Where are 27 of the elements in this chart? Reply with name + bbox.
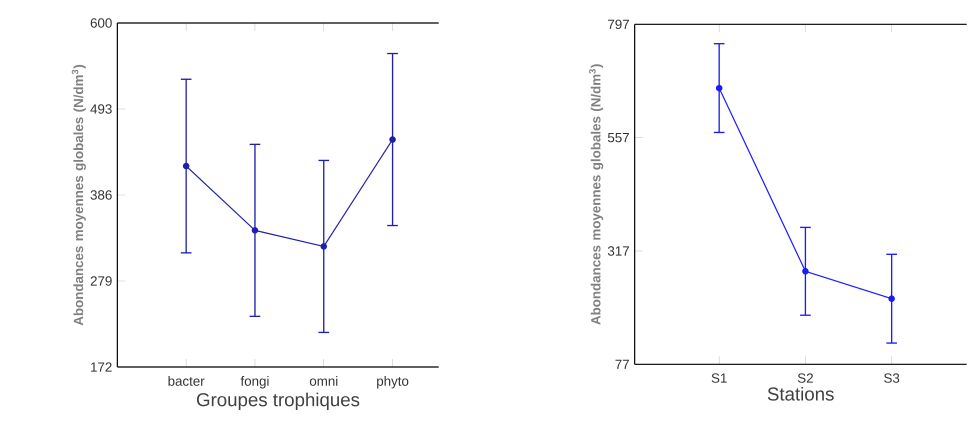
y-tick-label: 557 [608,133,629,142]
y-axis-title: Abondances moyennes globales (N/dm$^{3}$) [72,64,86,326]
y-tick-label: 600 [90,18,112,28]
x-tick-label: bacter [168,376,204,386]
point [802,268,809,275]
x-tick-label: omni [310,376,338,386]
x-axis-title: Stations [768,386,834,401]
y-tick-label: 77 [615,360,629,369]
y-axis-title: Abondances moyennes globales (N/dm$^{3}$) [589,64,604,325]
y-tick-label: 317 [608,246,629,256]
y-tick-label: 172 [91,362,112,372]
x-tick-label: S2 [798,373,813,383]
y-tick-label: 493 [90,104,112,114]
x-tick-label: S1 [712,373,727,383]
point [252,227,258,234]
x-tick-label: phyto [377,376,408,388]
x-tick-label: fongi [240,376,269,388]
y-tick-label: 797 [608,20,629,30]
x-tick-label: S3 [884,373,900,383]
y-tick-label: 386 [90,190,112,200]
y-tick-label: 279 [90,276,112,286]
x-axis-title: Groupes trophiques [196,392,360,410]
point [389,136,396,143]
point [888,295,895,302]
point [716,84,722,92]
point [320,243,328,250]
point [182,162,190,170]
